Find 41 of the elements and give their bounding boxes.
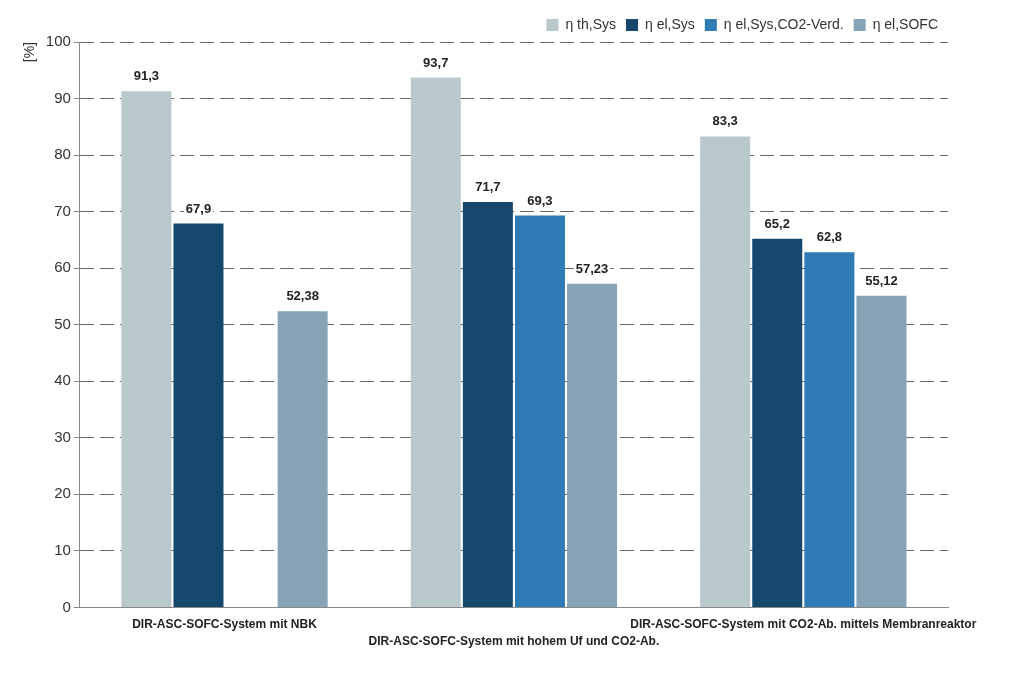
y-tick-label: 60 [54, 258, 71, 276]
y-tick-label: 100 [45, 32, 71, 50]
data-label: 57,23 [575, 260, 609, 276]
bar [121, 91, 172, 607]
y-tick-label: 0 [62, 597, 71, 615]
bar [700, 136, 751, 607]
y-tick-label: 20 [54, 484, 71, 502]
bar [277, 311, 328, 607]
bar [462, 202, 513, 607]
legend-label: η el,Sys,CO2-Verd. [723, 15, 844, 32]
bar [173, 223, 224, 607]
y-tick-label: 50 [54, 314, 71, 332]
x-tick-label: DIR-ASC-SOFC-System mit CO2-Ab. mittels Membranreaktor [630, 617, 977, 632]
data-label: 67,9 [185, 200, 212, 216]
data-label: 52,38 [286, 288, 319, 304]
y-tick-label: 80 [54, 145, 71, 163]
legend-label: η el,Sys [645, 15, 695, 32]
y-tick-label: 90 [54, 88, 71, 106]
bar [856, 295, 907, 607]
y-axis-title: [%] [21, 42, 38, 63]
y-tick-label: 70 [54, 201, 71, 219]
legend-label: η el,SOFC [872, 15, 939, 32]
data-label: 65,2 [764, 215, 790, 231]
legend-label: η th,Sys [565, 15, 617, 32]
x-tick-label: DIR-ASC-SOFC-System mit NBK [132, 617, 318, 632]
y-tick-label: 30 [54, 427, 71, 445]
data-label: 69,3 [527, 192, 553, 208]
x-tick-label: DIR-ASC-SOFC-System mit hohem Uf und CO2-Ab. [368, 633, 660, 648]
bar [514, 215, 565, 607]
y-tick-label: 10 [54, 541, 71, 558]
bar [567, 283, 618, 607]
bar [410, 77, 461, 607]
data-label: 93,7 [423, 54, 449, 70]
data-label: 91,3 [133, 68, 160, 84]
bar [804, 252, 855, 607]
data-label: 55,12 [865, 272, 898, 288]
data-label: 71,7 [475, 179, 501, 195]
y-tick-label: 40 [54, 371, 71, 389]
bar [752, 238, 803, 607]
data-label: 83,3 [712, 113, 738, 129]
data-label: 62,8 [816, 229, 843, 245]
